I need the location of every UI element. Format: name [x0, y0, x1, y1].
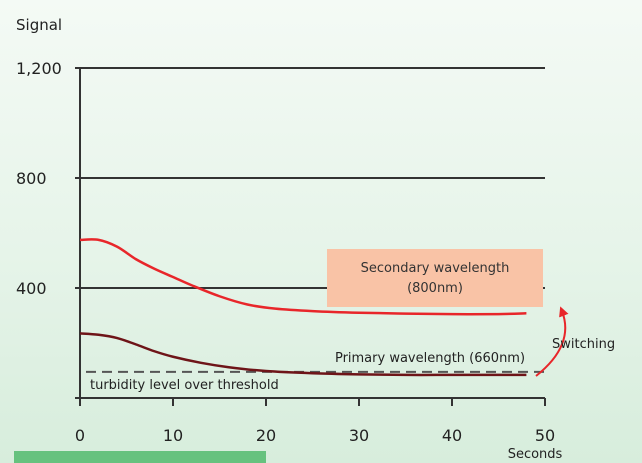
series-line: [79, 238, 527, 316]
switching-label: Switching: [552, 337, 615, 352]
secondary-label-line-2: (800nm): [407, 281, 463, 296]
x-tick-labels: 0 10 20 30 40 50: [75, 426, 555, 445]
x-axis-title: Seconds: [508, 447, 563, 462]
x-tick-label: 0: [75, 426, 85, 445]
x-tick-label: 30: [349, 426, 369, 445]
secondary-label-line-1: Secondary wavelength: [361, 261, 510, 276]
x-tick-label: 10: [163, 426, 183, 445]
switching-arrow: [535, 306, 569, 377]
bottom-bar: [14, 451, 266, 463]
series-group: [79, 238, 527, 377]
primary-wavelength-label: Primary wavelength (660nm): [335, 351, 525, 366]
series-line: [79, 332, 527, 377]
x-tick-label: 20: [256, 426, 276, 445]
y-tick-label: 1,200: [16, 59, 62, 78]
x-tick-label: 40: [442, 426, 462, 445]
y-axis-title: Signal: [16, 16, 62, 34]
secondary-label-box: [327, 249, 543, 307]
y-tick-label: 400: [16, 279, 47, 298]
x-tick-label: 50: [535, 426, 555, 445]
y-tick-label: 800: [16, 169, 47, 188]
threshold-label: turbidity level over threshold: [90, 378, 279, 393]
y-tick-labels: 400 800 1,200: [16, 59, 62, 298]
